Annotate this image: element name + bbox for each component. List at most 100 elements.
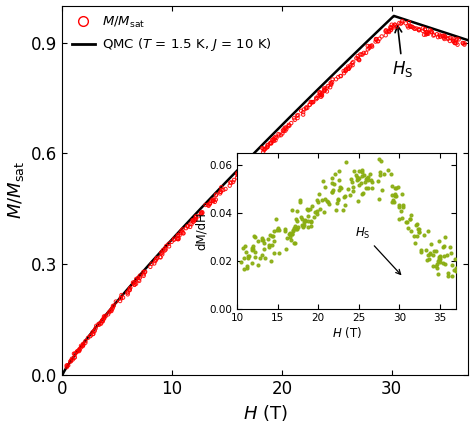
Point — [174, 236, 182, 242]
Point — [454, 41, 461, 48]
Point — [332, 76, 340, 83]
Point — [76, 346, 83, 353]
Point — [439, 33, 447, 39]
Point — [67, 357, 75, 364]
Point — [156, 254, 164, 260]
Point — [316, 89, 323, 96]
Point — [183, 223, 191, 230]
Point — [337, 73, 344, 79]
Point — [89, 331, 97, 338]
Point — [151, 258, 159, 265]
Point — [71, 354, 78, 361]
Point — [108, 306, 115, 313]
Point — [327, 79, 334, 86]
Point — [345, 65, 352, 72]
Point — [136, 272, 144, 279]
Point — [80, 341, 87, 348]
Point — [252, 156, 259, 163]
Point — [277, 132, 285, 139]
Point — [323, 84, 331, 91]
Point — [346, 63, 354, 70]
Point — [161, 247, 168, 254]
Point — [127, 284, 134, 291]
Point — [238, 169, 246, 176]
Point — [258, 145, 266, 151]
Point — [446, 38, 454, 45]
Point — [280, 128, 288, 135]
Point — [148, 260, 155, 267]
Point — [178, 229, 186, 236]
Point — [442, 33, 449, 40]
Point — [174, 235, 182, 242]
Point — [405, 19, 413, 26]
Point — [92, 325, 100, 332]
Point — [189, 217, 196, 224]
Point — [176, 232, 183, 239]
Point — [387, 24, 394, 30]
Point — [318, 91, 325, 98]
Point — [406, 23, 414, 30]
Point — [404, 24, 412, 31]
Point — [87, 332, 95, 339]
Point — [117, 294, 125, 301]
Point — [372, 38, 379, 45]
Point — [353, 55, 360, 62]
Point — [300, 109, 307, 115]
Point — [76, 347, 83, 353]
Point — [424, 30, 431, 36]
Point — [398, 19, 406, 26]
Point — [63, 362, 70, 369]
Point — [297, 107, 305, 114]
Point — [309, 99, 317, 106]
Point — [236, 169, 244, 176]
Point — [429, 32, 437, 39]
Point — [210, 196, 218, 203]
Point — [212, 196, 219, 203]
Point — [199, 210, 206, 217]
Point — [337, 73, 345, 79]
Point — [382, 28, 389, 35]
Point — [359, 51, 366, 58]
Point — [71, 350, 79, 357]
Point — [131, 281, 138, 288]
Point — [179, 230, 187, 237]
Point — [411, 25, 419, 32]
Point — [280, 126, 288, 133]
Point — [342, 67, 349, 74]
Point — [459, 39, 466, 46]
Point — [451, 39, 459, 46]
Point — [206, 200, 213, 207]
Point — [452, 37, 460, 44]
Point — [118, 292, 125, 299]
Point — [342, 68, 349, 75]
Point — [306, 101, 313, 108]
Point — [388, 24, 395, 31]
Point — [262, 145, 269, 152]
Point — [441, 33, 448, 40]
Point — [327, 84, 334, 91]
Point — [135, 276, 142, 283]
Point — [313, 94, 321, 101]
Point — [342, 66, 350, 73]
Point — [208, 197, 215, 204]
Point — [75, 347, 83, 354]
Point — [180, 230, 187, 237]
Point — [387, 26, 395, 33]
Point — [459, 40, 467, 47]
Point — [100, 315, 108, 322]
Point — [449, 38, 457, 45]
Point — [217, 188, 225, 195]
Point — [140, 271, 147, 278]
Point — [428, 28, 435, 35]
Point — [382, 27, 390, 34]
Point — [95, 321, 103, 328]
Point — [404, 22, 411, 29]
Point — [402, 20, 410, 27]
Point — [421, 26, 428, 33]
Point — [321, 85, 329, 92]
Point — [382, 32, 390, 39]
Point — [317, 89, 324, 96]
Point — [187, 220, 194, 227]
Point — [77, 342, 85, 349]
Point — [99, 317, 106, 324]
